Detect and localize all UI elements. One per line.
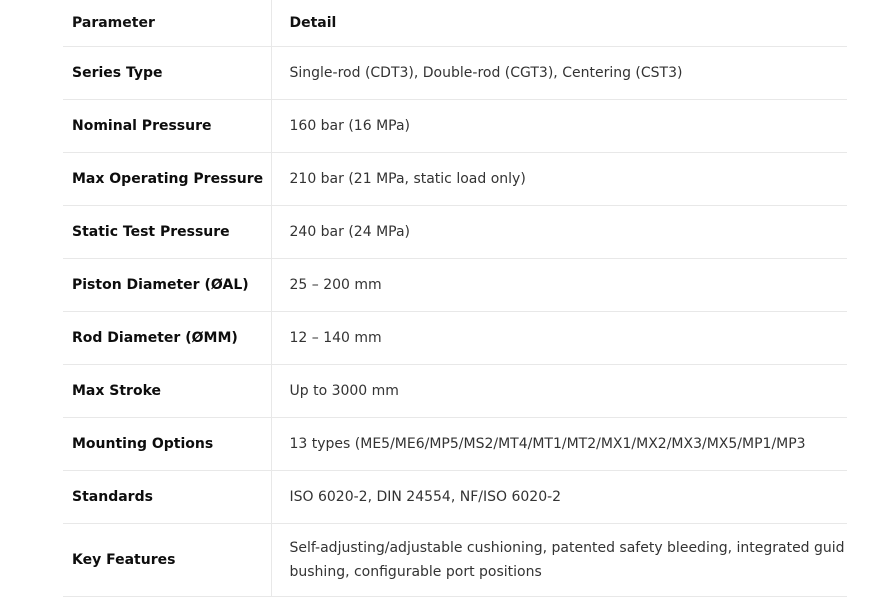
detail-cell: Single-rod (CDT3), Double-rod (CGT3), Ce… bbox=[270, 46, 847, 100]
table-row: Series Type Single-rod (CDT3), Double-rod… bbox=[63, 46, 847, 100]
table-row: Key Features Self-adjusting/adjustable cu… bbox=[63, 523, 847, 597]
detail-cell: 210 bar (21 MPa, static load only) bbox=[270, 152, 847, 206]
detail-cell: 25 – 200 mm bbox=[270, 258, 847, 312]
parameter-cell: Key Features bbox=[63, 523, 271, 597]
parameter-table: Parameter Detail Series Type Single-rod (… bbox=[63, 0, 847, 597]
parameter-cell: Mounting Options bbox=[63, 417, 271, 471]
detail-cell: ISO 6020-2, DIN 24554, NF/ISO 6020-2 bbox=[270, 470, 847, 524]
header-detail: Detail bbox=[270, 0, 847, 47]
table-row: Max Operating Pressure 210 bar (21 MPa, s… bbox=[63, 152, 847, 206]
header-parameter: Parameter bbox=[63, 0, 271, 47]
detail-cell: 240 bar (24 MPa) bbox=[270, 205, 847, 259]
parameter-cell: Max Stroke bbox=[63, 364, 271, 418]
detail-cell: 12 – 140 mm bbox=[270, 311, 847, 365]
detail-cell: 13 types (ME5/ME6/MP5/MS2/MT4/MT1/MT2/MX… bbox=[270, 417, 847, 471]
parameter-cell: Max Operating Pressure bbox=[63, 152, 271, 206]
parameter-cell: Rod Diameter (ØMM) bbox=[63, 311, 271, 365]
table-container: Parameter Detail Series Type Single-rod (… bbox=[63, 0, 847, 597]
detail-cell: Self-adjusting/adjustable cushioning, pa… bbox=[270, 523, 847, 597]
parameter-cell: Nominal Pressure bbox=[63, 99, 271, 153]
detail-cell: Up to 3000 mm bbox=[270, 364, 847, 418]
table-row: Nominal Pressure 160 bar (16 MPa) bbox=[63, 99, 847, 153]
table-row: Mounting Options 13 types (ME5/ME6/MP5/MS… bbox=[63, 417, 847, 471]
table-row: Max Stroke Up to 3000 mm bbox=[63, 364, 847, 418]
parameter-cell: Standards bbox=[63, 470, 271, 524]
parameter-cell: Static Test Pressure bbox=[63, 205, 271, 259]
table-row: Standards ISO 6020-2, DIN 24554, NF/ISO 6… bbox=[63, 470, 847, 524]
parameter-cell: Series Type bbox=[63, 46, 271, 100]
table-row: Rod Diameter (ØMM) 12 – 140 mm bbox=[63, 311, 847, 365]
parameter-cell: Piston Diameter (ØAL) bbox=[63, 258, 271, 312]
table-row: Static Test Pressure 240 bar (24 MPa) bbox=[63, 205, 847, 259]
table-header-row: Parameter Detail bbox=[63, 0, 847, 47]
detail-cell: 160 bar (16 MPa) bbox=[270, 99, 847, 153]
table-row: Piston Diameter (ØAL) 25 – 200 mm bbox=[63, 258, 847, 312]
